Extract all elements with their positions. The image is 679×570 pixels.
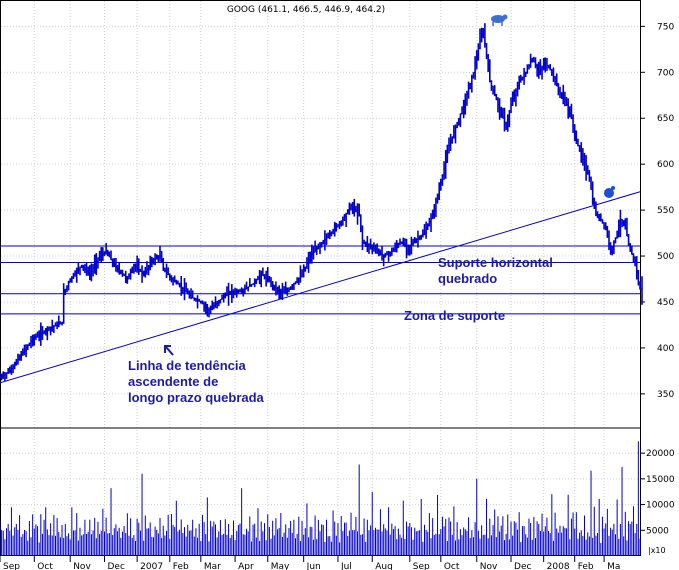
price-tick-label: 400 [657,344,674,354]
volume-tick-label: 20000 [646,449,675,459]
chart-title: GOOG (461.1, 466.5, 446.9, 464.2) [227,5,385,15]
volume-tick-label: 15000 [646,475,675,485]
x-tick-label: Dec [107,562,124,570]
price-tick-label: 500 [657,252,674,262]
annotation-support-broken-line1: Suporte horizontal [438,255,553,270]
x-tick-label: Mar [204,562,221,570]
annotation-trendline-line1: Linha de tendência [128,358,247,373]
bull-icon [491,14,508,26]
annotation-support-broken-line2: quebrado [438,271,497,286]
x-tick-label: Nov [480,562,498,570]
x-tick-label: 2008 [547,562,570,570]
volume-series [0,441,641,556]
bear-icon [604,186,615,198]
annotation-support-zone: Zona de suporte [404,308,505,323]
x-tick-label: Sep [413,562,430,570]
x-tick-label: 2007 [140,562,163,570]
x-tick-label: Feb [173,562,189,570]
x-tick-label: Jul [340,562,352,570]
x-tick-label: Feb [578,562,594,570]
price-tick-label: 750 [657,22,674,32]
price-tick-label: 350 [657,390,674,400]
price-tick-label: 600 [657,160,674,170]
x-tick-label: Sep [3,562,20,570]
volume-multiplier-label: |x10 [648,546,666,555]
annotation-trendline-line2: ascendente de [128,374,218,389]
plot-frame [0,0,641,556]
x-tick-label: Dec [514,562,531,570]
x-tick-label: Apr [238,562,254,570]
x-tick-label: Aug [375,562,393,570]
x-tick-label: Oct [37,562,53,570]
volume-tick-label: 10000 [646,501,675,511]
support-and-trend-lines [0,191,641,384]
price-tick-label: 450 [657,298,674,308]
x-tick-label: Ma [607,562,620,570]
x-tick-label: Nov [73,562,91,570]
price-tick-label: 650 [657,114,674,124]
arrow-icon [164,345,174,356]
x-tick-label: May [271,562,290,570]
price-tick-label: 550 [657,206,674,216]
price-tick-label: 700 [657,68,674,78]
x-tick-label: Jun [306,562,321,570]
trendline [0,191,641,384]
grid [0,1,640,556]
price-series [0,23,643,381]
x-tick-label: Oct [444,562,460,570]
annotation-trendline-line3: longo prazo quebrada [128,390,265,405]
volume-tick-label: 5000 [646,526,669,536]
